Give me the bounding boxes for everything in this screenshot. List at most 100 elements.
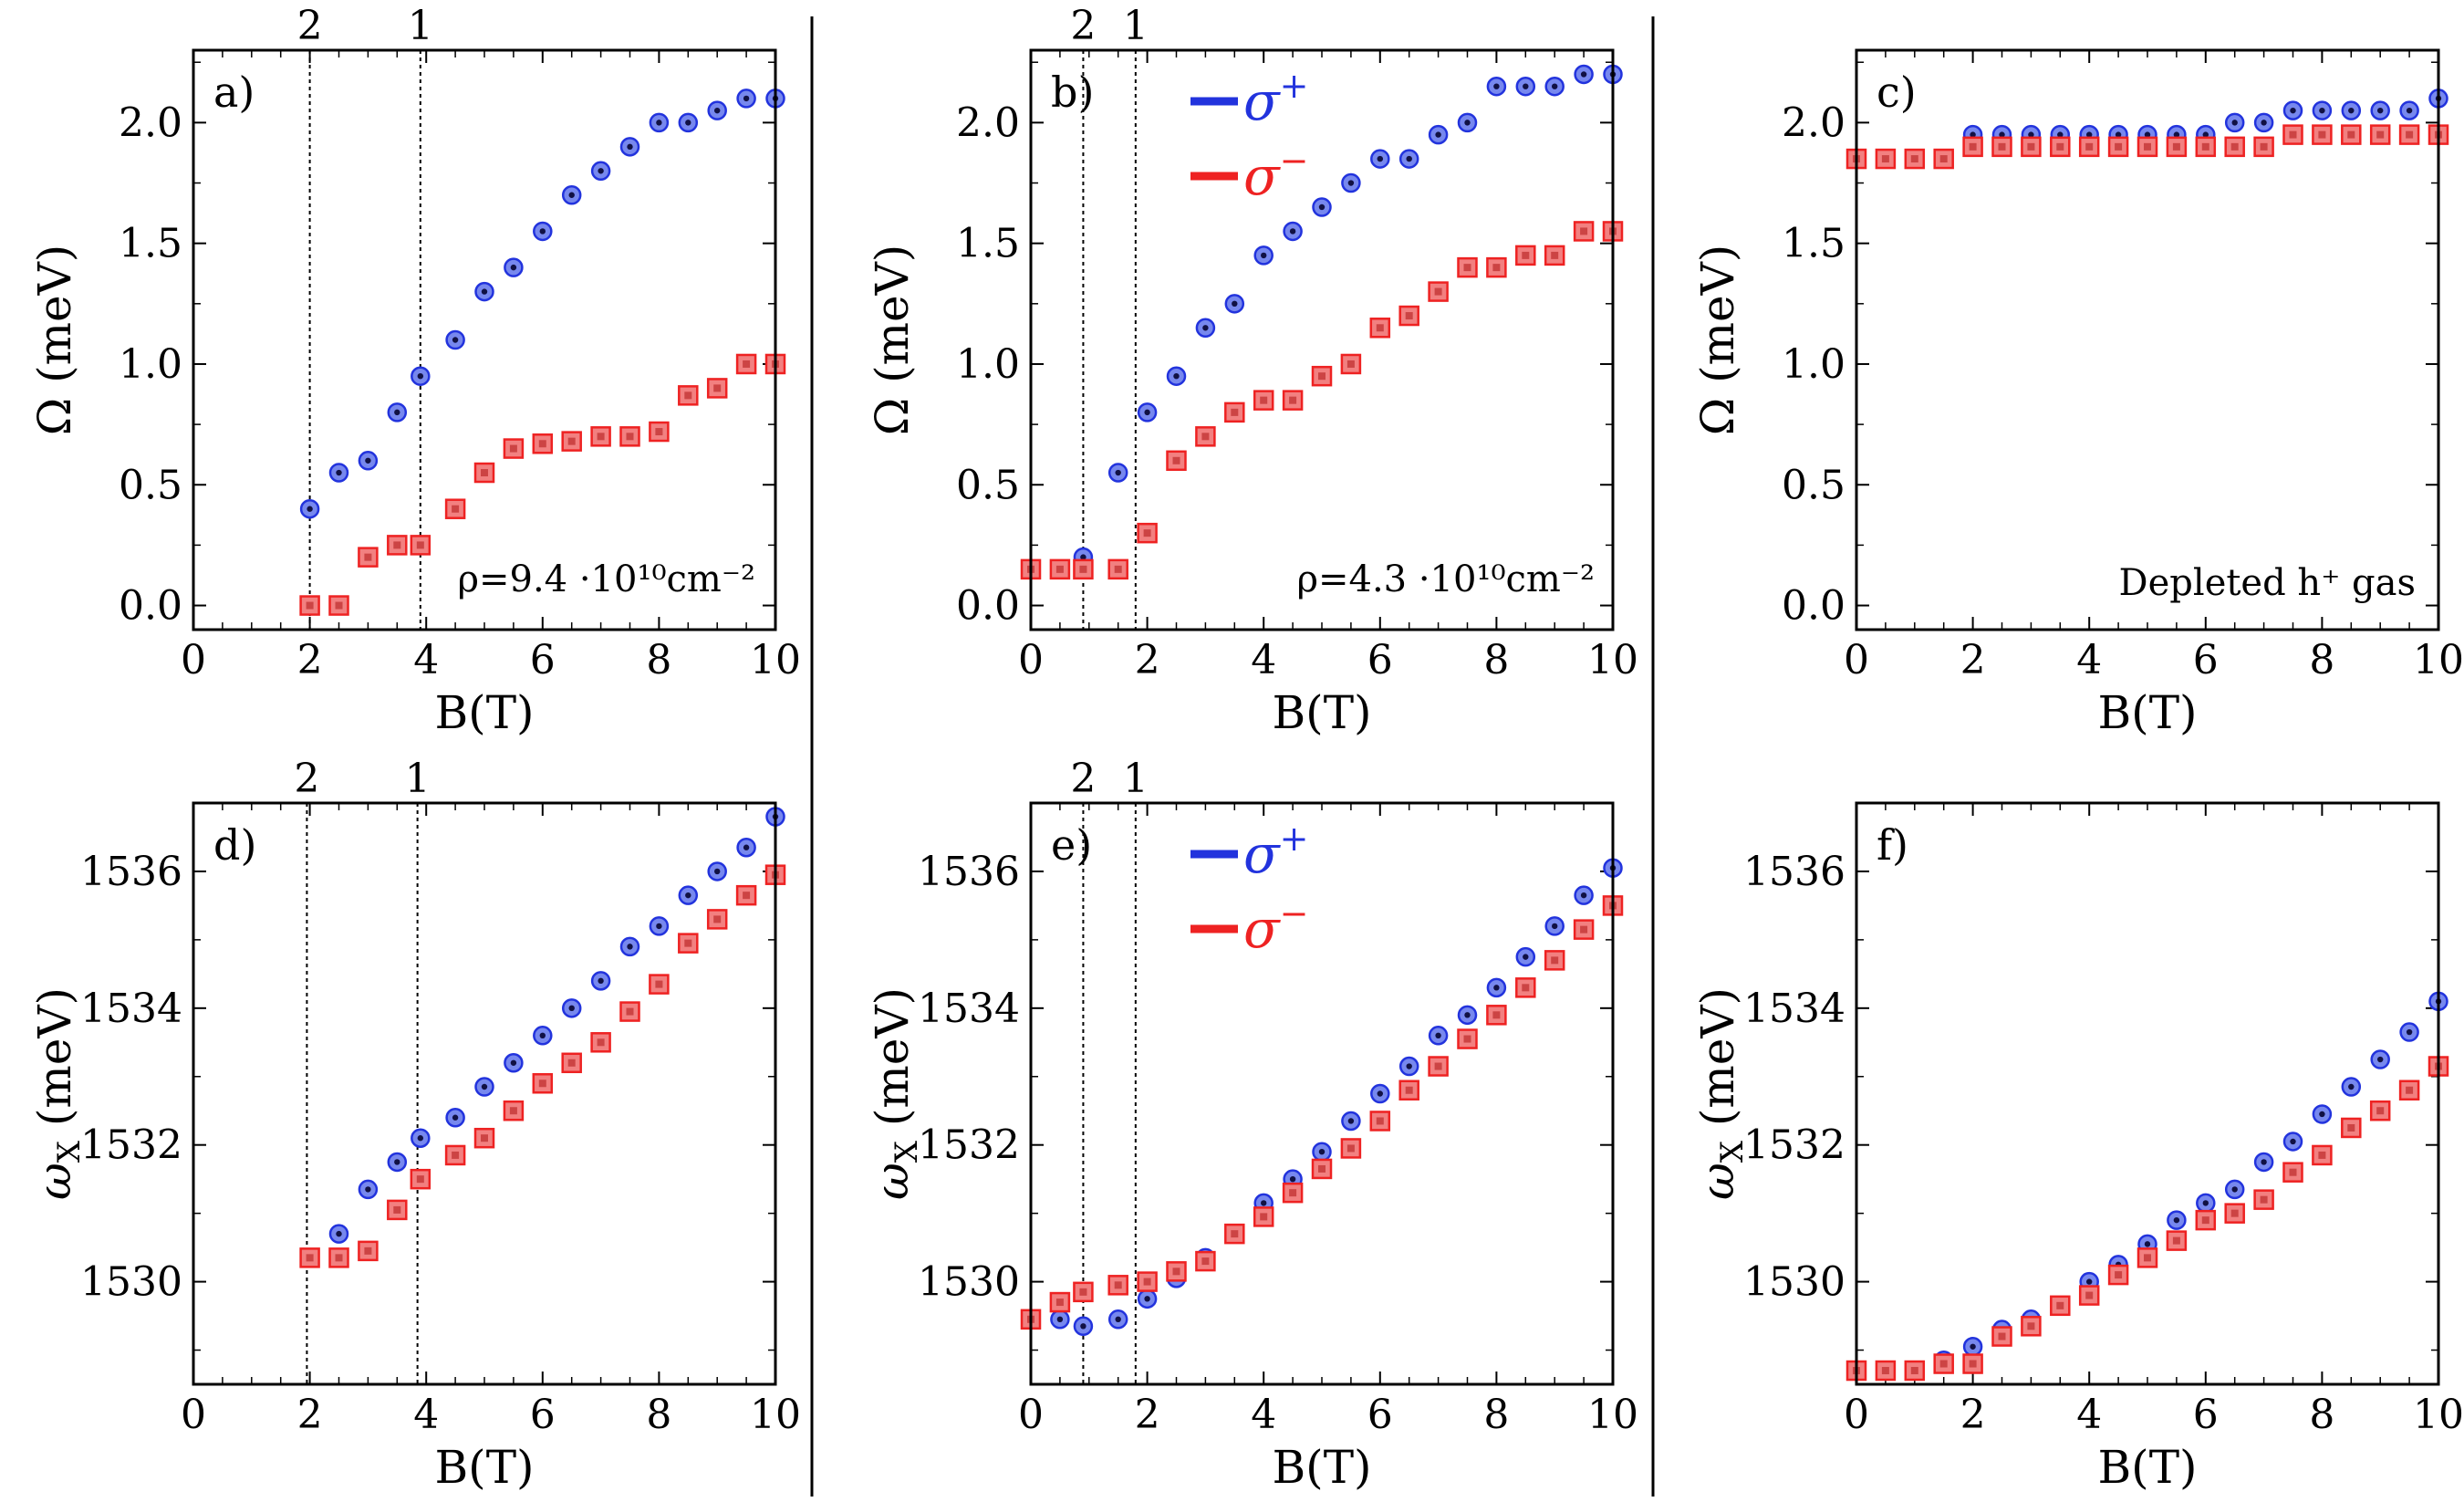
data-point-sigma-minus-core — [2260, 142, 2268, 151]
data-point-sigma-plus-core — [1552, 83, 1558, 89]
data-point-sigma-minus-core — [538, 1080, 546, 1088]
data-point-sigma-minus-core — [743, 360, 751, 368]
data-point-sigma-minus-core — [306, 1254, 314, 1262]
density-annotation: Depleted h⁺ gas — [2119, 562, 2416, 604]
data-point-sigma-plus-core — [1115, 469, 1121, 476]
filling-factor-label: 2 — [1070, 756, 1096, 802]
y-tick-label: 1534 — [80, 986, 182, 1032]
y-tick-label: 0.0 — [119, 583, 182, 630]
data-point-sigma-minus-core — [393, 541, 401, 549]
x-tick-label: 8 — [2309, 637, 2334, 683]
data-point-sigma-minus-core — [335, 1254, 343, 1262]
x-tick-label: 10 — [2413, 637, 2464, 683]
data-point-sigma-minus-core — [684, 391, 692, 400]
data-point-sigma-minus-core — [1201, 1257, 1210, 1266]
x-tick-label: 6 — [1367, 637, 1393, 683]
data-point-sigma-plus-core — [2202, 131, 2209, 138]
data-point-sigma-minus-core — [481, 469, 488, 477]
data-point-sigma-minus-core — [1231, 1230, 1239, 1238]
data-point-sigma-minus-core — [509, 1107, 517, 1115]
data-point-sigma-plus-core — [2377, 107, 2384, 114]
data-point-sigma-plus-core — [1493, 83, 1500, 89]
plot-frame — [1029, 801, 1615, 1386]
x-tick-label: 4 — [1251, 637, 1276, 683]
data-point-sigma-plus-core — [365, 1186, 371, 1193]
data-point-sigma-plus-core — [2202, 1200, 2209, 1206]
data-point-sigma-minus-core — [481, 1134, 488, 1142]
y-tick-label: 0.5 — [119, 462, 182, 508]
density-annotation: ρ=9.4 ·10¹⁰cm⁻² — [457, 558, 755, 600]
data-point-sigma-plus-core — [1552, 923, 1558, 930]
y-tick-label: 2.0 — [956, 99, 1020, 146]
data-point-sigma-plus-core — [627, 143, 633, 151]
data-point-sigma-minus-core — [1998, 142, 2006, 151]
x-tick-label: 6 — [2193, 637, 2219, 683]
panel-label: e) — [1051, 820, 1092, 870]
data-point-sigma-plus-core — [714, 868, 721, 875]
data-point-sigma-plus-core — [452, 1114, 459, 1121]
data-point-sigma-minus-core — [1260, 396, 1268, 404]
data-point-sigma-minus-core — [1969, 1360, 1977, 1368]
data-point-sigma-plus-core — [2028, 131, 2034, 138]
data-point-sigma-minus-core — [1201, 433, 1210, 441]
legend: σ+ σ− — [1190, 819, 1308, 960]
data-point-sigma-plus-core — [685, 892, 691, 899]
plot-frame — [1855, 801, 2440, 1386]
data-point-sigma-plus-core — [1970, 1343, 1976, 1350]
data-point-sigma-minus-core — [306, 601, 314, 610]
data-point-sigma-plus-core — [2144, 1241, 2151, 1247]
x-tick-label: 0 — [1844, 637, 1869, 683]
data-point-sigma-minus-core — [1376, 324, 1384, 332]
data-point-sigma-minus-core — [2027, 142, 2035, 151]
data-point-sigma-plus-core — [1464, 1012, 1471, 1018]
panel-label: c) — [1877, 68, 1917, 117]
data-point-sigma-plus-core — [1377, 1090, 1384, 1097]
panel-label: a) — [213, 68, 255, 117]
y-tick-label: 1534 — [918, 986, 1020, 1032]
data-point-sigma-plus-core — [1377, 155, 1384, 162]
x-tick-label: 4 — [1251, 1392, 1276, 1438]
data-point-sigma-minus-core — [1881, 155, 1889, 163]
data-point-sigma-plus-core — [1347, 180, 1355, 186]
y-tick-label: 1530 — [1743, 1259, 1845, 1306]
data-point-sigma-minus-core — [1881, 1367, 1889, 1375]
y-axis-label: ωX (meV) — [1691, 987, 1751, 1200]
x-tick-label: 2 — [1960, 1392, 1986, 1438]
y-tick-label: 1530 — [80, 1259, 182, 1306]
data-point-sigma-plus-core — [1232, 300, 1238, 308]
data-point-sigma-plus-core — [1318, 1149, 1326, 1155]
data-point-sigma-minus-core — [2230, 142, 2239, 151]
y-tick-label: 0.0 — [1782, 583, 1845, 630]
data-point-sigma-plus-core — [452, 337, 459, 343]
data-point-sigma-minus-core — [655, 980, 663, 988]
data-point-sigma-minus-core — [1910, 155, 1918, 163]
data-point-sigma-plus-core — [2173, 131, 2180, 138]
data-point-sigma-plus-core — [1464, 120, 1471, 126]
data-point-sigma-minus-core — [364, 1246, 372, 1255]
data-point-sigma-minus-core — [335, 601, 343, 610]
plot-frame — [1855, 48, 2440, 631]
data-point-sigma-plus-core — [481, 288, 488, 295]
data-point-sigma-minus-core — [1463, 264, 1471, 272]
data-point-sigma-minus-core — [2056, 142, 2064, 151]
legend-label-sigma-minus: σ− — [1243, 893, 1308, 960]
data-point-sigma-minus-core — [1551, 251, 1559, 259]
data-point-sigma-plus-core — [1289, 228, 1296, 235]
filling-factor-label: 2 — [297, 3, 323, 49]
data-point-sigma-minus-core — [1434, 287, 1442, 296]
y-tick-label: 1532 — [1743, 1122, 1845, 1169]
data-point-sigma-plus-core — [481, 1083, 488, 1090]
plot-frame — [192, 48, 777, 631]
data-point-sigma-minus-core — [2172, 142, 2180, 151]
data-point-sigma-plus-core — [2231, 120, 2238, 126]
x-tick-label: 10 — [1587, 637, 1638, 683]
data-point-sigma-minus-core — [1289, 1189, 1297, 1197]
data-point-sigma-minus-core — [2230, 1209, 2239, 1217]
x-tick-label: 8 — [646, 637, 671, 683]
data-point-sigma-minus-core — [1580, 925, 1588, 934]
data-point-sigma-plus-core — [2348, 1083, 2355, 1090]
data-point-sigma-minus-core — [2376, 1107, 2385, 1115]
data-point-sigma-minus-core — [2347, 130, 2355, 139]
y-axis-label: Ω (meV) — [1691, 245, 1744, 435]
y-tick-label: 1536 — [918, 849, 1020, 895]
